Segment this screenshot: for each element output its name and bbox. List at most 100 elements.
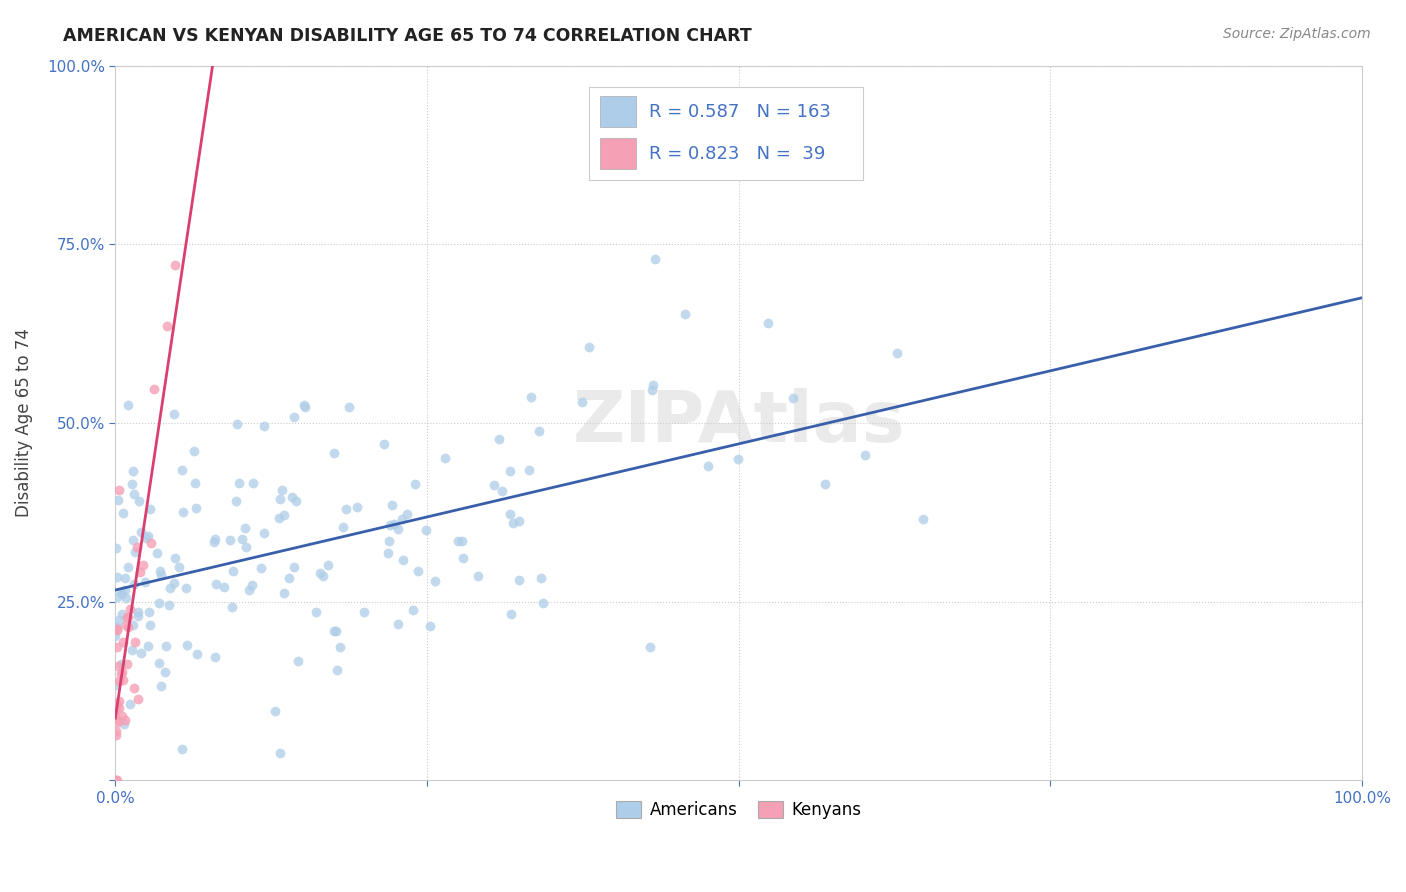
Point <box>240 578 263 592</box>
Point <box>176 638 198 652</box>
Point <box>488 433 510 447</box>
Point <box>447 534 470 549</box>
Point <box>108 674 131 689</box>
Point <box>124 634 146 648</box>
Point <box>287 654 309 668</box>
Point <box>281 491 304 505</box>
Point <box>111 587 134 601</box>
Point <box>104 678 127 692</box>
Point <box>172 505 194 519</box>
Point <box>312 569 335 583</box>
Point <box>128 565 150 579</box>
Point <box>391 512 413 526</box>
Point <box>110 585 132 599</box>
Point <box>107 713 129 727</box>
Point <box>139 501 162 516</box>
Point <box>131 525 153 540</box>
Point <box>222 564 245 578</box>
Text: ZIPAtlas: ZIPAtlas <box>572 388 905 458</box>
Point <box>122 464 145 478</box>
Point <box>727 452 749 467</box>
Point <box>782 391 804 405</box>
Point <box>337 400 360 414</box>
Point <box>184 500 207 515</box>
Point <box>117 560 139 574</box>
Point <box>294 400 316 414</box>
Point <box>270 483 292 498</box>
Point <box>159 582 181 596</box>
Point <box>118 602 141 616</box>
Point <box>114 571 136 585</box>
Point <box>163 407 186 421</box>
Point <box>134 574 156 589</box>
Point <box>205 577 228 591</box>
Point <box>105 620 128 634</box>
Point <box>150 679 173 693</box>
Point <box>108 613 131 627</box>
Point <box>165 551 187 566</box>
Point <box>482 478 505 492</box>
Point <box>104 773 127 788</box>
Point <box>529 424 551 438</box>
Point <box>638 640 661 654</box>
Point <box>157 598 180 612</box>
Point <box>519 390 541 404</box>
Point <box>318 558 340 572</box>
Point <box>127 608 149 623</box>
Point <box>378 533 401 548</box>
Point <box>202 535 225 549</box>
Point <box>107 715 129 730</box>
Point <box>183 444 205 458</box>
Point <box>118 697 141 711</box>
Point <box>127 605 149 619</box>
Point <box>325 664 347 678</box>
Point <box>508 573 530 587</box>
Point <box>309 566 332 581</box>
Point <box>491 483 513 498</box>
Point <box>156 318 179 333</box>
Point <box>110 666 132 681</box>
Point <box>377 545 399 559</box>
Point <box>508 514 530 528</box>
Point <box>117 619 139 633</box>
Y-axis label: Disability Age 65 to 74: Disability Age 65 to 74 <box>15 328 32 517</box>
Point <box>285 493 308 508</box>
Point <box>111 506 134 520</box>
Point <box>283 410 305 425</box>
Point <box>127 692 149 706</box>
Point <box>886 345 908 359</box>
Point <box>138 639 160 653</box>
Point <box>114 583 136 598</box>
Point <box>155 640 177 654</box>
Point <box>174 582 197 596</box>
Point <box>467 569 489 583</box>
Point <box>121 617 143 632</box>
Point <box>451 550 474 565</box>
Point <box>115 657 138 672</box>
Point <box>122 576 145 591</box>
Point <box>373 436 395 450</box>
Point <box>127 540 149 554</box>
Point <box>107 483 129 497</box>
Point <box>644 252 666 266</box>
Point <box>814 477 837 491</box>
Point <box>138 605 160 619</box>
Point <box>105 724 128 739</box>
Point <box>221 599 243 614</box>
Point <box>170 463 193 477</box>
Point <box>292 398 315 412</box>
Point <box>335 502 357 516</box>
Point <box>402 603 425 617</box>
Point <box>233 520 256 534</box>
Point <box>122 487 145 501</box>
Point <box>235 540 257 554</box>
Point <box>283 560 305 574</box>
Point <box>332 519 354 533</box>
Point <box>501 607 523 621</box>
Point <box>387 617 409 632</box>
Point <box>128 494 150 508</box>
Point <box>382 516 405 531</box>
Point <box>111 708 134 723</box>
Point <box>404 476 426 491</box>
Point <box>105 570 128 584</box>
